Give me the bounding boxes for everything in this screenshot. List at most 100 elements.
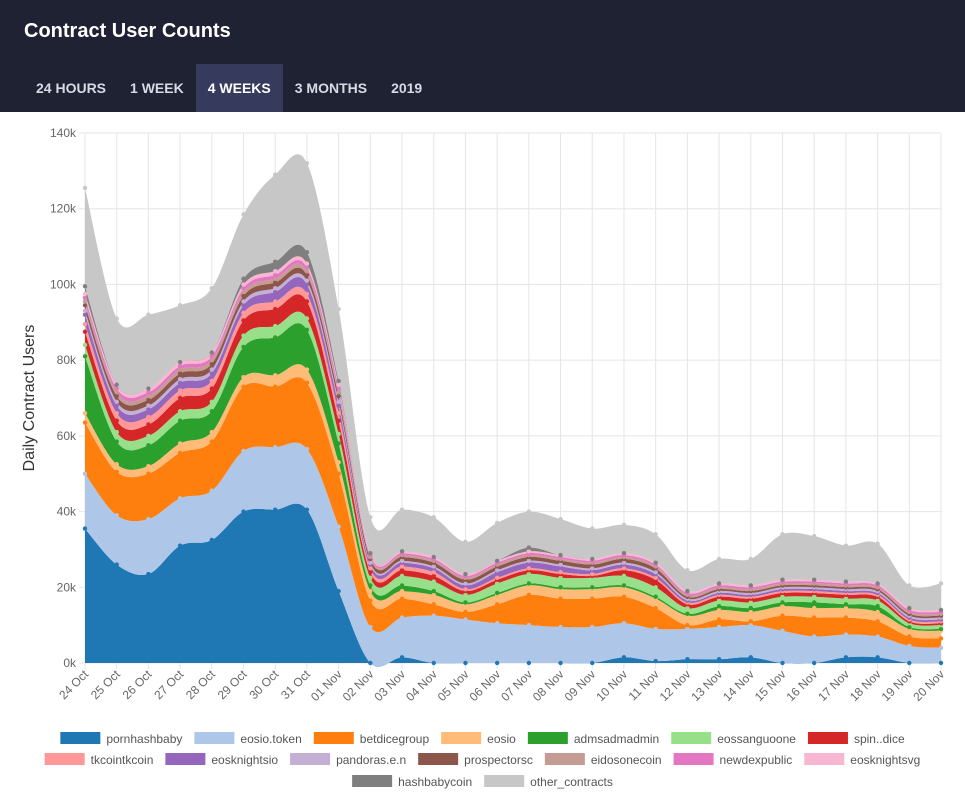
point-hashbabycoin bbox=[685, 588, 690, 594]
point-pornhashbaby bbox=[177, 543, 183, 548]
point-newdexpublic bbox=[304, 265, 310, 270]
tab-4-weeks[interactable]: 4 WEEKS bbox=[195, 64, 283, 112]
point-prospectorsc bbox=[273, 280, 278, 285]
point-betdicegroup bbox=[811, 615, 817, 620]
point-pandoras.e.n bbox=[590, 566, 595, 571]
point-betdicegroup bbox=[590, 596, 595, 601]
point-hashbabycoin bbox=[241, 276, 246, 281]
point-spin..dice bbox=[82, 329, 88, 334]
point-betdicegroup bbox=[114, 469, 119, 475]
legend-swatch-tkcointkcoin bbox=[44, 753, 85, 765]
point-eosio bbox=[811, 605, 817, 611]
point-pornhashbaby bbox=[114, 562, 119, 567]
point-betdicegroup bbox=[304, 380, 310, 386]
point-tkcointkcoin bbox=[304, 291, 310, 297]
point-tkcointkcoin bbox=[526, 566, 532, 571]
point-tkcointkcoin bbox=[463, 586, 468, 592]
point-betdicegroup bbox=[209, 439, 215, 444]
point-eosio bbox=[177, 441, 183, 446]
legend-label-other_contracts: other_contracts bbox=[530, 775, 613, 789]
point-betdicegroup bbox=[907, 634, 912, 639]
point-eosio bbox=[241, 374, 246, 380]
tab-2019[interactable]: 2019 bbox=[391, 80, 423, 96]
point-other_contracts bbox=[177, 303, 183, 308]
legend-swatch-admsadmadmin bbox=[527, 732, 568, 744]
point-admsadmadmin bbox=[368, 583, 373, 588]
point-eosio.token bbox=[336, 524, 341, 529]
point-betdicegroup bbox=[146, 471, 151, 476]
point-eosio bbox=[114, 462, 119, 467]
point-betdicegroup bbox=[241, 384, 246, 389]
point-other_contracts bbox=[273, 172, 278, 177]
point-tkcointkcoin bbox=[558, 569, 563, 575]
point-eosio.token bbox=[177, 496, 183, 501]
point-eossanguoone bbox=[273, 323, 278, 329]
point-eosio.token bbox=[653, 626, 658, 632]
point-other_contracts bbox=[716, 556, 722, 562]
point-hashbabycoin bbox=[463, 571, 468, 577]
x-tick-label: 31 Oct bbox=[278, 667, 313, 702]
x-tick-label: 27 Oct bbox=[151, 667, 186, 702]
point-spin..dice bbox=[399, 568, 405, 573]
point-hashbabycoin bbox=[273, 259, 278, 264]
point-eossanguoone bbox=[843, 596, 849, 601]
point-hashbabycoin bbox=[304, 250, 310, 255]
point-eidosonecoin bbox=[82, 299, 88, 304]
point-admsadmadmin bbox=[494, 590, 500, 596]
x-tick-label: 20 Nov bbox=[910, 667, 947, 704]
point-betdicegroup bbox=[653, 605, 658, 611]
point-eossanguoone bbox=[463, 592, 468, 598]
point-eosio.token bbox=[811, 634, 817, 639]
point-hashbabycoin bbox=[716, 581, 722, 586]
point-tkcointkcoin bbox=[494, 575, 500, 581]
point-prospectorsc bbox=[241, 293, 246, 298]
point-eosknightsio bbox=[114, 403, 119, 408]
point-eosknightsio bbox=[146, 407, 151, 412]
point-hashbabycoin bbox=[526, 545, 532, 550]
point-eosio bbox=[716, 607, 722, 613]
point-eosknightsio bbox=[304, 282, 310, 287]
point-betdicegroup bbox=[273, 384, 278, 389]
point-other_contracts bbox=[938, 581, 944, 586]
point-eossanguoone bbox=[716, 598, 722, 603]
point-other_contracts bbox=[399, 507, 405, 512]
point-eosknightsio bbox=[273, 289, 278, 295]
y-tick-label: 20k bbox=[57, 580, 77, 594]
range-tabs: 24 HOURS 1 WEEK 4 WEEKS 3 MONTHS 2019 bbox=[24, 64, 434, 112]
y-tick-label: 80k bbox=[57, 353, 77, 367]
tab-1-week[interactable]: 1 WEEK bbox=[130, 80, 184, 96]
point-eosio.token bbox=[843, 632, 849, 637]
point-admsadmadmin bbox=[875, 604, 880, 609]
point-eosio.token bbox=[368, 624, 373, 630]
point-eosio bbox=[875, 609, 880, 615]
legend-label-hashbabycoin: hashbabycoin bbox=[398, 775, 472, 789]
point-eidosonecoin bbox=[177, 367, 183, 372]
legend-swatch-hashbabycoin bbox=[352, 775, 393, 787]
legend-swatch-eosio bbox=[441, 732, 482, 744]
legend-label-betdicegroup: betdicegroup bbox=[360, 732, 430, 746]
legend-label-eossanguoone: eossanguoone bbox=[717, 732, 796, 746]
point-tkcointkcoin bbox=[621, 566, 627, 571]
point-admsadmadmin bbox=[685, 611, 690, 616]
point-eosknightsio bbox=[209, 371, 215, 376]
point-admsadmadmin bbox=[82, 354, 88, 359]
point-tkcointkcoin bbox=[368, 566, 373, 571]
point-admsadmadmin bbox=[938, 626, 944, 632]
area-betdicegroup bbox=[85, 377, 941, 648]
legend-swatch-eidosonecoin bbox=[544, 753, 585, 765]
x-tick-label: 24 Oct bbox=[56, 667, 91, 702]
point-hashbabycoin bbox=[590, 556, 595, 562]
point-betdicegroup bbox=[938, 636, 944, 641]
point-admsadmadmin bbox=[748, 605, 753, 611]
point-admsadmadmin bbox=[241, 344, 246, 350]
point-eosio.token bbox=[241, 448, 246, 454]
tab-3-months[interactable]: 3 MONTHS bbox=[294, 80, 368, 96]
legend-label-newdexpublic: newdexpublic bbox=[720, 753, 793, 767]
point-eidosonecoin bbox=[209, 357, 215, 363]
point-eossanguoone bbox=[82, 342, 88, 348]
point-betdicegroup bbox=[558, 596, 563, 601]
point-other_contracts bbox=[146, 312, 151, 317]
point-admsadmadmin bbox=[431, 588, 436, 594]
point-hashbabycoin bbox=[114, 382, 119, 387]
tab-24-hours[interactable]: 24 HOURS bbox=[36, 80, 107, 96]
